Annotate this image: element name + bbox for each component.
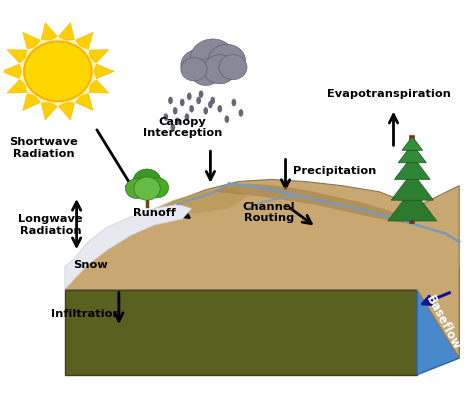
Polygon shape <box>7 50 27 63</box>
Polygon shape <box>145 188 248 215</box>
Ellipse shape <box>210 97 215 104</box>
Polygon shape <box>402 137 423 150</box>
Polygon shape <box>398 144 426 163</box>
Polygon shape <box>394 156 430 179</box>
Text: Baseflow: Baseflow <box>423 293 463 352</box>
Polygon shape <box>23 93 40 111</box>
Circle shape <box>181 49 217 81</box>
Circle shape <box>146 178 169 198</box>
Polygon shape <box>89 80 109 93</box>
Polygon shape <box>388 188 437 221</box>
Ellipse shape <box>218 105 222 113</box>
Circle shape <box>134 177 160 200</box>
Circle shape <box>181 58 207 81</box>
Text: Runoff: Runoff <box>133 208 175 218</box>
Text: Shortwave
Radiation: Shortwave Radiation <box>9 138 78 159</box>
Polygon shape <box>1 64 22 79</box>
Text: Snow: Snow <box>73 260 108 270</box>
Polygon shape <box>41 103 57 120</box>
Circle shape <box>219 55 247 80</box>
Text: Longwave
Radiation: Longwave Radiation <box>18 214 83 236</box>
Polygon shape <box>94 64 114 79</box>
Polygon shape <box>41 23 57 40</box>
Polygon shape <box>65 204 191 289</box>
Circle shape <box>190 39 235 79</box>
Text: Evapotranspiration: Evapotranspiration <box>327 89 451 99</box>
Ellipse shape <box>225 116 229 123</box>
Polygon shape <box>65 179 459 358</box>
Circle shape <box>19 37 96 106</box>
Ellipse shape <box>164 113 168 121</box>
Text: Channel
Routing: Channel Routing <box>243 202 295 224</box>
Ellipse shape <box>199 90 203 98</box>
Text: Precipitation: Precipitation <box>292 166 376 176</box>
Polygon shape <box>391 172 433 200</box>
Ellipse shape <box>203 107 208 115</box>
Circle shape <box>126 178 148 198</box>
Polygon shape <box>75 93 93 111</box>
Polygon shape <box>58 103 74 120</box>
Text: Canopy
Interception: Canopy Interception <box>143 117 222 138</box>
Circle shape <box>133 169 161 194</box>
Polygon shape <box>417 267 459 375</box>
Polygon shape <box>215 183 417 223</box>
Ellipse shape <box>231 99 236 106</box>
Ellipse shape <box>238 109 243 117</box>
Polygon shape <box>7 80 27 93</box>
Ellipse shape <box>171 124 175 131</box>
Ellipse shape <box>184 113 189 121</box>
Polygon shape <box>75 33 93 49</box>
Ellipse shape <box>189 105 194 113</box>
Text: Infiltration: Infiltration <box>51 309 121 319</box>
Polygon shape <box>89 50 109 63</box>
Ellipse shape <box>173 107 178 115</box>
Ellipse shape <box>168 97 173 104</box>
Circle shape <box>24 41 91 101</box>
Circle shape <box>203 55 236 84</box>
Ellipse shape <box>208 101 213 108</box>
Circle shape <box>208 44 246 78</box>
Ellipse shape <box>196 97 201 104</box>
Ellipse shape <box>180 99 184 106</box>
Ellipse shape <box>187 93 191 100</box>
Polygon shape <box>58 23 74 40</box>
Ellipse shape <box>175 118 180 125</box>
Circle shape <box>191 59 221 85</box>
Polygon shape <box>65 289 417 375</box>
Polygon shape <box>23 33 40 49</box>
